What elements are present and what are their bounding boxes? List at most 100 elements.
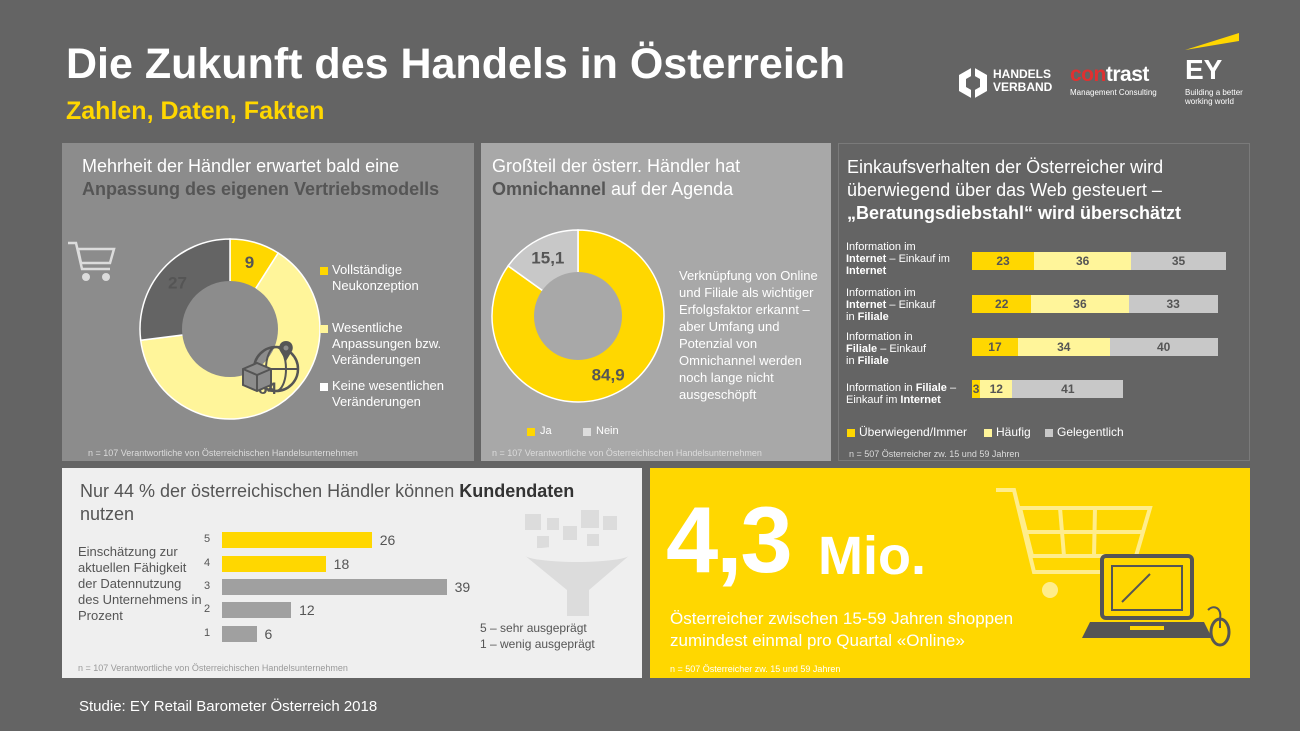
hbar-3 (222, 579, 447, 595)
panel4-title-plain: Nur 44 % der österreichischen Händler kö… (80, 481, 460, 501)
hbar-category-5: 5 (204, 533, 211, 545)
row-label-2: Information im Internet – Einkauf in Fil… (846, 287, 971, 323)
row-label-2-c: – Einkauf (886, 299, 936, 311)
panel2-title: Großteil der österr. Händler hat Omnicha… (492, 155, 822, 201)
legend-swatch-keine (320, 383, 328, 391)
shopping-cart-icon (996, 488, 1153, 574)
legend-swatch-ueberwiegend (847, 429, 855, 437)
donut2-slice-1 (491, 229, 665, 403)
contrast-logo: contrast Management Consulting (1070, 63, 1170, 103)
hbar-category-4: 4 (204, 557, 211, 569)
row-label-4-c: – (946, 382, 957, 394)
panel2-footnote: n = 107 Verantwortliche von Österreichis… (492, 448, 762, 458)
row-label-1: Information im Internet – Einkauf im Int… (846, 241, 971, 277)
panel3-title-bold: „Beratungsdiebstahl“ wird überschätzt (847, 203, 1182, 223)
scale-note-low: 1 – wenig ausgeprägt (480, 637, 595, 651)
stacked-bar-segment-1-1: 23 (972, 252, 1035, 270)
ey-beam-icon (1185, 33, 1239, 50)
handelsverband-text: HANDELS VERBAND (993, 67, 1053, 94)
stacked-bar-segment-3-2: 34 (1017, 338, 1110, 356)
panel1-title: Mehrheit der Händler erwartet bald eine … (82, 155, 462, 201)
hbar-value-5: 26 (379, 532, 396, 548)
ey-logo: EY Building a better working world (1185, 30, 1255, 110)
row-label-3-a: Information in (846, 331, 913, 343)
row-label-3: Information in Filiale – Einkauf in Fili… (846, 331, 971, 367)
ey-text: EY (1185, 54, 1223, 85)
legend-swatch-gelegentlich (1045, 429, 1053, 437)
mouse-icon (1207, 606, 1231, 647)
ey-subtitle: Building a better working world (1185, 88, 1243, 106)
package-icon (242, 361, 272, 393)
panel3-title-line2: überwiegend über das Web gesteuert – (847, 180, 1162, 200)
panel4-title: Nur 44 % der österreichischen Händler kö… (80, 480, 640, 526)
data-funnel-icon (523, 510, 631, 616)
legend-label-ja: Ja (540, 425, 552, 437)
panel1-title-bold: Anpassung des eigenen Vertriebsmodells (82, 179, 440, 199)
panel-online-shopper: n = 507 Österreicher zw. 15 und 59 Jahre… (650, 468, 1250, 678)
legend-label-ueberwiegend: Überwiegend/Immer (859, 425, 968, 439)
legend-label-haeufig: Häufig (996, 425, 1031, 439)
donut2-slice-label-2: 15,1 (531, 248, 564, 267)
row-label-2-b: Internet (846, 299, 887, 311)
stacked-bar-segment-2-3: 33 (1128, 295, 1218, 313)
panel4-title-line2: nutzen (80, 504, 135, 524)
stacked-bar-segment-1-3: 35 (1131, 252, 1226, 270)
panel1-title-plain: Mehrheit der Händler erwartet bald eine (82, 156, 400, 176)
hbar-1 (222, 626, 257, 642)
panel3-footnote: n = 507 Österreicher zw. 15 und 59 Jahre… (849, 449, 1020, 459)
panel-kundendaten: Nur 44 % der österreichischen Händler kö… (62, 468, 642, 678)
hbar-value-3: 39 (454, 579, 471, 595)
row-label-2-d: in (846, 311, 858, 323)
stacked-bar-row-2: 22 36 33 (972, 295, 1218, 313)
panel4-title-bold: Kundendaten (459, 481, 575, 501)
legend-label-neukonzeption: Vollständige Neukonzeption (332, 262, 419, 293)
row-label-4-b: Filiale (915, 382, 947, 394)
row-label-3-e: Filiale (857, 355, 889, 367)
big-number: 4,3 (666, 487, 793, 592)
donut1-hole (182, 281, 278, 377)
donut1-slice-label-3: 27 (168, 274, 187, 293)
laptop-icon (1082, 554, 1212, 638)
panel2-description: Verknüpfung von Online und Filiale als w… (679, 268, 818, 402)
donut2-hole (534, 272, 622, 360)
page-title: Die Zukunft des Handels in Österreich (66, 40, 845, 88)
row-label-2-a: Information im (846, 287, 916, 299)
row-label-1-d: Internet (846, 265, 887, 277)
contrast-subtitle: Management Consulting (1070, 88, 1157, 97)
legend-swatch-neukonzeption (320, 267, 328, 275)
panel-vertriebsmodell: Mehrheit der Händler erwartet bald eine … (62, 143, 474, 461)
panel2-title-plain: Großteil der österr. Händler hat (492, 156, 741, 176)
hbar-value-1: 6 (264, 626, 273, 642)
legend-swatch-nein (583, 428, 591, 436)
legend-label-gelegentlich: Gelegentlich (1057, 425, 1124, 439)
contrast-trast-text: trast (1105, 63, 1150, 86)
row-label-1-b: Internet (846, 253, 887, 265)
panel-einkaufsverhalten: Einkaufsverhalten der Österreicher wird … (838, 143, 1250, 461)
study-source: Studie: EY Retail Barometer Österreich 2… (79, 698, 378, 715)
row-label-1-a: Information im (846, 241, 916, 253)
panel2-title-rest: auf der Agenda (606, 179, 734, 199)
panel4-side-label: Einschätzung zur aktuellen Fähigkeit der… (78, 544, 202, 623)
donut2-slice-label-1: 84,9 (592, 366, 625, 385)
panel3-title: Einkaufsverhalten der Österreicher wird … (847, 156, 1247, 225)
stacked-bar-segment-4-1: 3 (972, 380, 981, 398)
stacked-bar-segment-1-2: 36 (1034, 252, 1132, 270)
stacked-bar-row-1: 23 36 35 (972, 252, 1226, 270)
panel3-title-line1: Einkaufsverhalten der Österreicher wird (847, 157, 1164, 177)
hbar-value-2: 12 (299, 602, 315, 618)
stacked-bar-segment-4-2: 12 (980, 380, 1013, 398)
big-number-description: Österreicher zwischen 15-59 Jahren shopp… (670, 609, 1014, 650)
row-label-3-d: in (846, 355, 858, 367)
shopping-cart-icon (68, 241, 116, 281)
panel-omnichannel: Großteil der österr. Händler hat Omnicha… (481, 143, 831, 461)
scale-note-high: 5 – sehr ausgeprägt (480, 621, 587, 635)
legend-label-anpassungen: Wesentliche Anpassungen bzw. Veränderung… (332, 320, 442, 367)
contrast-con-text: con (1070, 63, 1106, 86)
shopping-cart-laptop-illustration (996, 488, 1231, 647)
stacked-bar-segment-3-3: 40 (1109, 338, 1218, 356)
row-label-1-c: – Einkauf im (886, 253, 950, 265)
panel2-title-bold: Omnichannel (492, 179, 607, 199)
legend-label-nein: Nein (596, 425, 619, 437)
row-label-3-c: – Einkauf (877, 343, 927, 355)
